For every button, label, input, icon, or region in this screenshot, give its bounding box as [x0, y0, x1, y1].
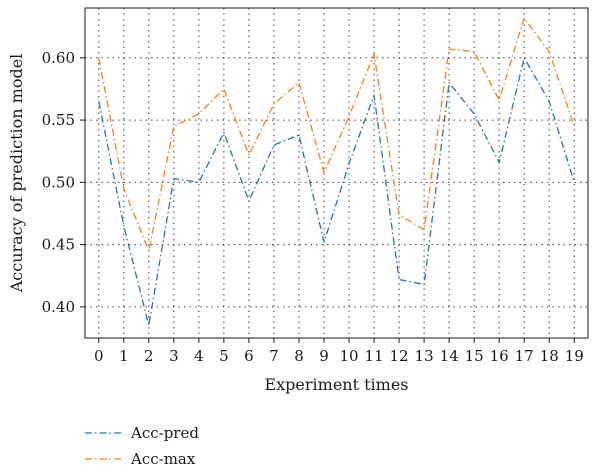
- legend-label: Acc-max: [130, 450, 196, 468]
- x-tick-label: 11: [364, 347, 383, 365]
- series-line-acc-pred: [98, 57, 575, 327]
- x-tick-label: 3: [169, 347, 179, 365]
- y-tick-label: 0.45: [42, 236, 75, 254]
- x-tick-label: 8: [294, 347, 304, 365]
- x-tick-label: 1: [119, 347, 129, 365]
- y-tick-label: 0.40: [42, 298, 75, 316]
- x-tick-label: 15: [465, 347, 484, 365]
- plot-area-frame: [84, 7, 589, 339]
- x-axis-title: Experiment times: [264, 375, 408, 394]
- x-tick-label: 7: [269, 347, 279, 365]
- x-tick-label: 17: [515, 347, 534, 365]
- legend: Acc-pred Acc-max: [85, 424, 199, 468]
- y-tick-label: 0.55: [42, 111, 75, 129]
- axis-ticks: 0 1 2 3 4 5 6 7 8 9 10 11 12 13 14 15 16 17 18 190.400.450.…: [42, 49, 584, 365]
- x-tick-label: 6: [244, 347, 254, 365]
- x-tick-label: 4: [194, 347, 204, 365]
- x-tick-label: 14: [440, 347, 459, 365]
- x-tick-label: 16: [490, 347, 509, 365]
- x-tick-label: 13: [415, 347, 434, 365]
- x-tick-label: 5: [219, 347, 229, 365]
- y-axis-title: Accuracy of prediction model: [7, 54, 26, 294]
- series-line-acc-max: [98, 17, 575, 252]
- x-tick-label: 10: [339, 347, 358, 365]
- x-tick-label: 18: [540, 347, 559, 365]
- x-tick-label: 19: [565, 347, 584, 365]
- x-tick-label: 9: [319, 347, 329, 365]
- x-tick-label: 2: [144, 347, 154, 365]
- x-tick-label: 0: [94, 347, 104, 365]
- legend-label: Acc-pred: [130, 424, 199, 442]
- y-tick-label: 0.60: [42, 49, 75, 67]
- series-lines: [98, 17, 575, 327]
- y-tick-label: 0.50: [42, 173, 75, 191]
- x-tick-label: 12: [390, 347, 409, 365]
- grid: [85, 8, 588, 338]
